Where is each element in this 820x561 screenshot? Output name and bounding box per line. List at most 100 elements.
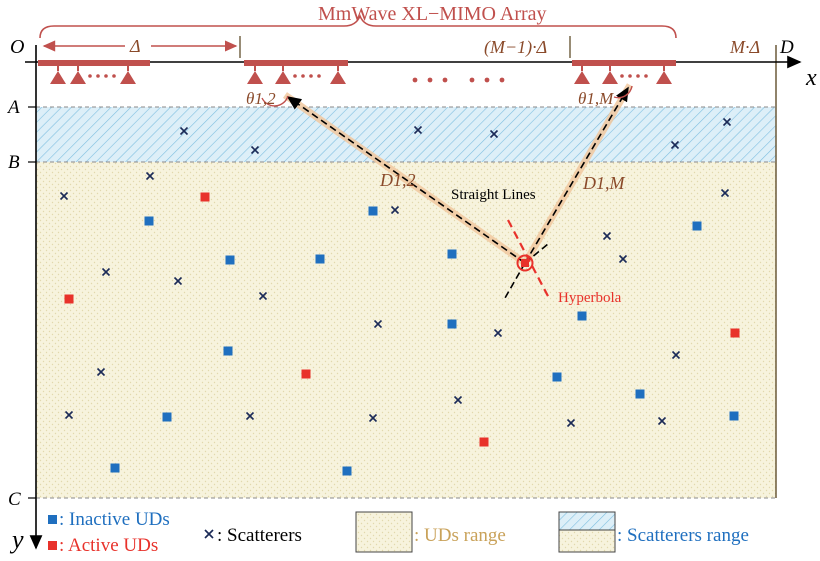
delta-label: Δ [129,36,141,56]
legend-scatterers: : Scatterers [217,525,302,546]
scatterer-marker [566,418,576,428]
a-label: A [6,97,20,118]
scatterer-marker [250,145,260,155]
scatterer-marker [489,129,499,139]
red-square-icon [48,541,57,550]
antenna-ellipsis-dot [317,74,321,78]
antenna-triangle-icon [656,71,672,84]
inactive-ud-marker [729,411,739,421]
scatterer-marker [453,395,463,405]
d12-label: D1,2 [379,170,416,190]
scatterer-marker [618,254,628,264]
inactive-ud-marker [552,372,562,382]
scatterer-marker [722,117,732,127]
theta12-arc [261,95,289,107]
scatterer-marker [413,125,423,135]
active-ud-marker [479,437,489,447]
blue-square-icon [48,515,57,524]
antenna-triangle-icon [574,71,590,84]
x-axis-label: x [805,65,817,91]
antenna-subarrays [38,60,676,84]
scatterer-marker [245,411,255,421]
legend-scatterers-range: : Scatterers range [617,525,749,546]
legend-active: : Active UDs [59,535,158,556]
origin-label: O [10,36,24,58]
inactive-ud-marker [162,412,172,422]
theta12-label: θ1,2 [246,89,276,108]
antenna-triangle-icon [330,71,346,84]
path-d1m [524,86,629,264]
antenna-ellipsis-dot [309,74,313,78]
m-minus-1-label: (M−1)·Δ [484,37,547,58]
scatterer-marker [671,350,681,360]
subarray-bar [572,60,676,66]
scatterer-marker [670,140,680,150]
scatterer-marker [96,367,106,377]
uds-range-swatch [355,511,413,553]
inactive-ud-marker [577,311,587,321]
inactive-ud-marker [447,319,457,329]
hyperbola-label: Hyperbola [558,290,622,306]
antenna-triangle-icon [247,71,263,84]
array-ellipsis [412,77,505,83]
inactive-ud-marker [342,466,352,476]
ud-markers [59,117,740,476]
inactive-ud-marker [144,216,154,226]
theta1m-arc [613,85,633,99]
scatterer-marker [720,188,730,198]
inactive-ud-marker [368,206,378,216]
antenna-ellipsis-dot [644,74,648,78]
scatterer-marker [493,328,503,338]
scatterers-range-swatch-bottom [558,529,616,553]
antenna-ellipsis-dot [112,74,116,78]
array-brace [39,13,677,39]
straight-lines-label: Straight Lines [451,187,536,203]
subarray-bar [38,60,150,66]
antenna-triangle-icon [70,71,86,84]
antenna-triangle-icon [275,71,291,84]
antenna-ellipsis-dot [104,74,108,78]
d-label: D [779,37,794,58]
antenna-ellipsis-dot [96,74,100,78]
legend: : Inactive UDs : Active UDs : Scatterers… [48,509,749,556]
active-ud-marker [301,369,311,379]
inactive-ud-marker [223,346,233,356]
target-ud [516,254,534,272]
inactive-ud-marker [692,221,702,231]
scatterer-marker [173,276,183,286]
antenna-ellipsis-dot [293,74,297,78]
active-ud-marker [64,294,74,304]
scatterer-marker [64,410,74,420]
scatterer-marker [101,267,111,277]
scatterer-marker [179,126,189,136]
antenna-ellipsis-dot [301,74,305,78]
scatterer-marker [657,416,667,426]
inactive-ud-marker [447,249,457,259]
scatterers-range-swatch-top [558,511,616,531]
cross-icon [204,529,214,539]
subarray-bar [244,60,348,66]
uds-range-area [36,162,776,498]
d1m-label: D1,M [582,173,625,193]
path-d12 [286,96,526,264]
scatterer-marker [390,205,400,215]
scatterer-marker [258,291,268,301]
scatterer-marker [602,231,612,241]
active-ud-marker [730,328,740,338]
scatterer-marker [373,319,383,329]
antenna-triangle-icon [50,71,66,84]
legend-uds-range: : UDs range [414,525,506,546]
scatterer-marker [368,413,378,423]
legend-inactive: : Inactive UDs [59,509,170,530]
y-axis-label: y [9,525,24,554]
m-delta-label: M·Δ [729,37,760,57]
antenna-ellipsis-dot [636,74,640,78]
scatterer-marker [59,191,69,201]
active-ud-marker [200,192,210,202]
array-title: MmWave XL−MIMO Array [318,3,547,25]
c-label: C [8,489,21,510]
inactive-ud-marker [315,254,325,264]
antenna-ellipsis-dot [620,74,624,78]
antenna-ellipsis-dot [88,74,92,78]
